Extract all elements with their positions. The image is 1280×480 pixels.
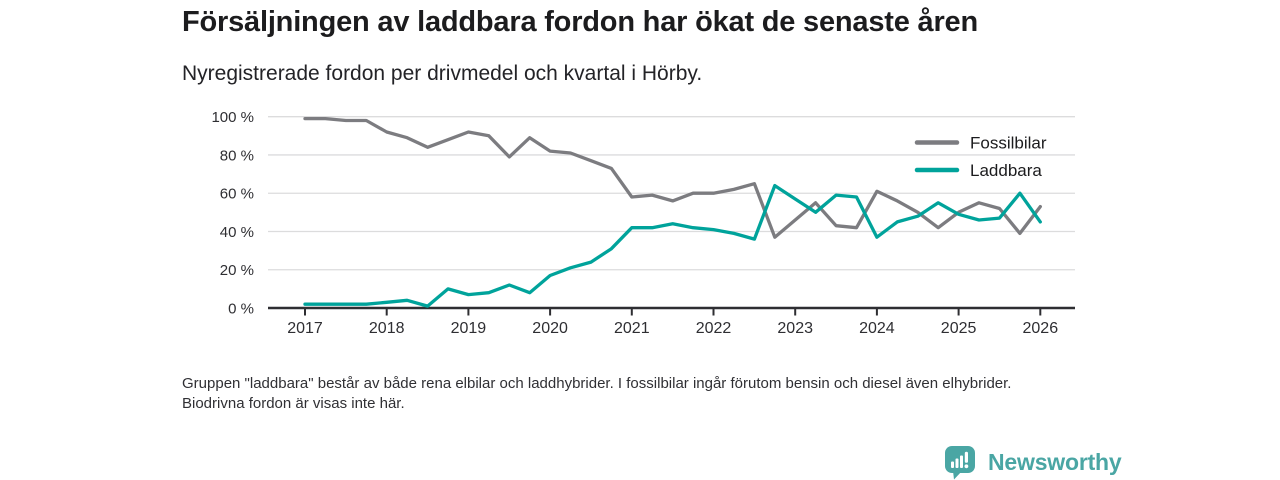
newsworthy-logo: Newsworthy xyxy=(944,445,1122,480)
x-tick-label: 2024 xyxy=(859,320,895,337)
chart-footnote: Gruppen "laddbara" består av både rena e… xyxy=(182,375,1012,413)
x-tick-label: 2018 xyxy=(369,320,405,337)
legend-label-fossilbilar: Fossilbilar xyxy=(970,134,1047,153)
x-tick-label: 2020 xyxy=(532,320,568,337)
x-tick-label: 2019 xyxy=(451,320,487,337)
series-line-fossilbilar xyxy=(303,116,1042,239)
y-tick-label: 40 % xyxy=(220,224,254,241)
y-tick-label: 80 % xyxy=(220,147,254,164)
chart-subtitle: Nyregistrerade fordon per drivmedel och … xyxy=(182,62,703,85)
line-chart: 0 % 20 % 40 % 60 % 80 % 100 % 2017 2018 2019 2020… xyxy=(211,109,1075,337)
x-tick-label: 2021 xyxy=(614,320,650,337)
x-tick-label: 2023 xyxy=(777,320,813,337)
newsworthy-wordmark: Newsworthy xyxy=(988,449,1122,475)
x-tick-label: 2017 xyxy=(287,320,323,337)
y-tick-label: 60 % xyxy=(220,186,254,203)
series-line-laddbara xyxy=(303,183,1042,308)
x-tick-label: 2026 xyxy=(1023,320,1059,337)
x-tick-label: 2022 xyxy=(696,320,732,337)
y-tick-label: 20 % xyxy=(220,262,254,279)
legend-label-laddbara: Laddbara xyxy=(970,161,1042,180)
x-tick-label: 2025 xyxy=(941,320,977,337)
chart-title: Försäljningen av laddbara fordon har öka… xyxy=(182,6,978,38)
newsworthy-speech-bubble-bar-chart-icon xyxy=(945,446,975,480)
y-tick-label: 0 % xyxy=(228,301,254,318)
y-tick-label: 100 % xyxy=(211,109,254,126)
